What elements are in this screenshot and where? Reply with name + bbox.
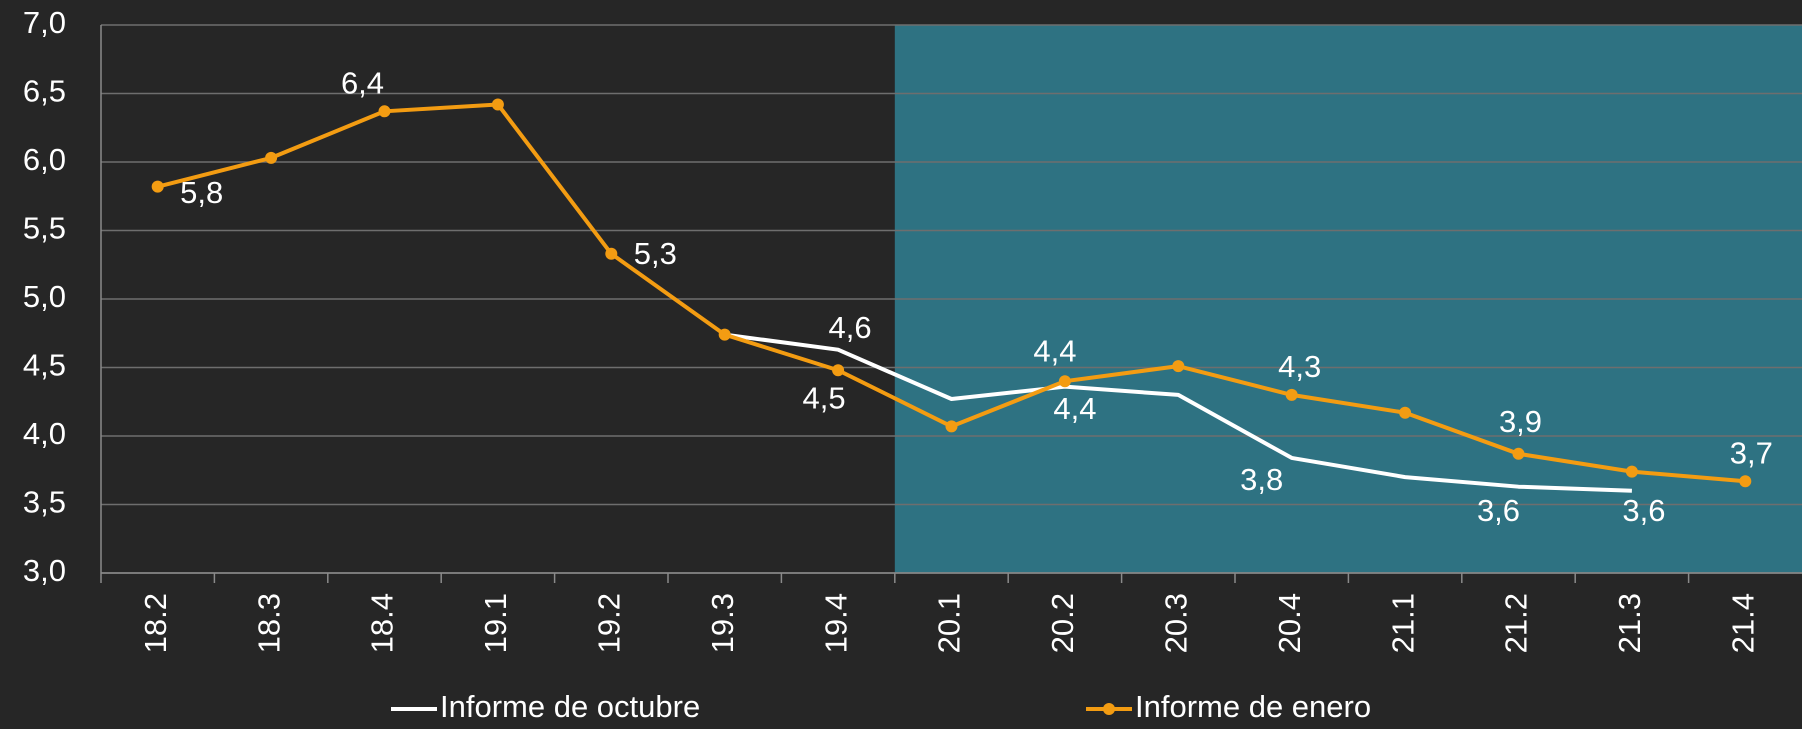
x-tick-label: 19.2: [591, 593, 626, 653]
marker: [265, 151, 278, 164]
y-tick-label: 5,0: [23, 279, 66, 314]
data-label: 5,8: [180, 175, 223, 210]
marker: [1058, 375, 1071, 388]
x-tick-label: 21.1: [1385, 593, 1420, 653]
marker: [832, 364, 845, 377]
y-tick-label: 3,0: [23, 553, 66, 588]
y-tick-label: 6,0: [23, 142, 66, 177]
y-tick-label: 4,0: [23, 416, 66, 451]
data-label: 6,4: [341, 65, 384, 100]
y-tick-label: 7,0: [23, 5, 66, 40]
x-tick-label: 18.4: [365, 593, 400, 653]
marker: [151, 180, 164, 193]
marker: [1739, 475, 1752, 488]
marker: [491, 98, 504, 111]
legend-label: Informe de octubre: [440, 689, 700, 724]
marker: [1172, 360, 1185, 373]
x-tick-label: 18.2: [138, 593, 173, 653]
y-tick-label: 5,5: [23, 211, 66, 246]
x-tick-label: 19.3: [705, 593, 740, 653]
x-tick-label: 20.3: [1158, 593, 1193, 653]
y-tick-label: 6,5: [23, 74, 66, 109]
marker: [945, 420, 958, 433]
x-tick-label: 20.1: [932, 593, 967, 653]
data-label: 3,7: [1730, 435, 1773, 470]
x-tick-label: 20.2: [1045, 593, 1080, 653]
data-label: 5,3: [634, 236, 677, 271]
legend-label: Informe de enero: [1135, 689, 1371, 724]
x-tick-label: 21.4: [1725, 593, 1760, 653]
data-label: 4,4: [1053, 391, 1096, 426]
legend-marker: [1103, 703, 1115, 715]
marker: [1512, 447, 1525, 460]
marker: [1399, 406, 1412, 419]
x-tick-label: 21.2: [1499, 593, 1534, 653]
marker: [718, 328, 731, 341]
data-label: 3,6: [1622, 493, 1665, 528]
data-label: 4,3: [1278, 349, 1321, 384]
y-tick-label: 4,5: [23, 348, 66, 383]
x-tick-label: 18.3: [251, 593, 286, 653]
series-line: [724, 332, 1632, 493]
y-tick-label: 3,5: [23, 485, 66, 520]
data-label: 3,6: [1477, 493, 1520, 528]
data-label: 4,6: [829, 310, 872, 345]
data-label: 4,5: [803, 380, 846, 415]
data-label: 3,8: [1240, 462, 1283, 497]
data-label: 4,4: [1033, 333, 1076, 368]
data-label: 3,9: [1499, 404, 1542, 439]
x-tick-label: 21.3: [1612, 593, 1647, 653]
marker: [378, 105, 391, 118]
x-tick-label: 19.1: [478, 593, 513, 653]
x-tick-label: 20.4: [1272, 593, 1307, 653]
x-tick-label: 19.4: [818, 593, 853, 653]
marker: [1285, 388, 1298, 401]
marker: [1625, 465, 1638, 478]
marker: [605, 247, 618, 260]
